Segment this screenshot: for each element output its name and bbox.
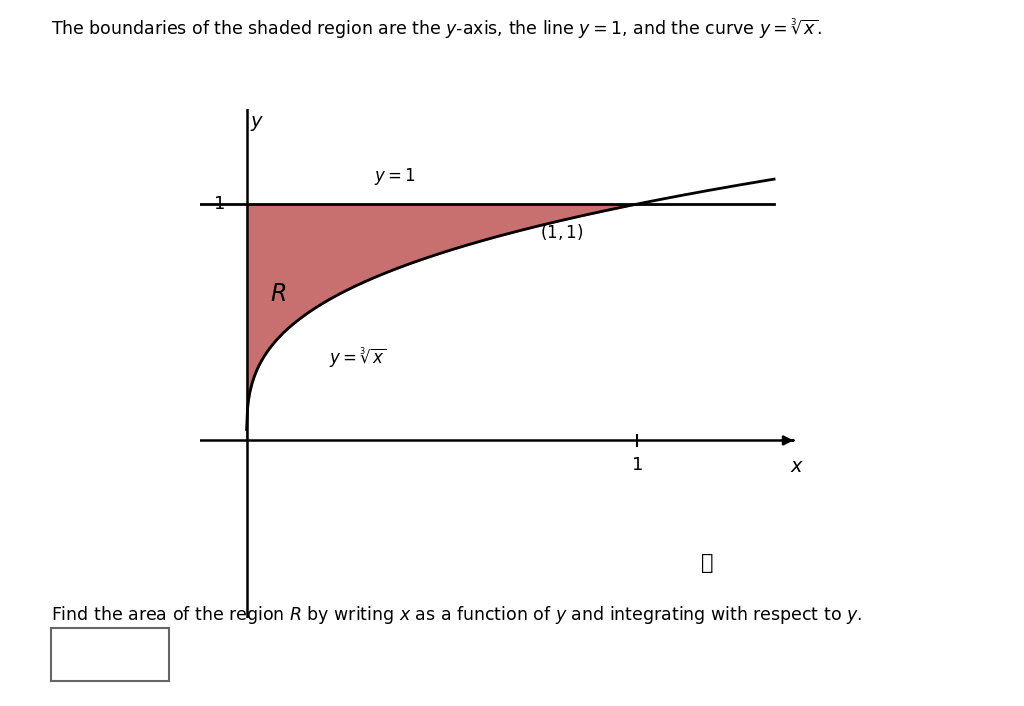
Text: $(1, 1)$: $(1, 1)$ [540, 222, 583, 242]
Text: 1: 1 [214, 195, 225, 213]
Text: $R$: $R$ [269, 282, 286, 306]
Text: The boundaries of the shaded region are the $y$-axis, the line $y = 1$, and the : The boundaries of the shaded region are … [51, 18, 822, 42]
Text: $x$: $x$ [790, 457, 804, 476]
Text: 1: 1 [632, 456, 643, 474]
Text: $y = 1$: $y = 1$ [374, 167, 416, 188]
Text: $y = \sqrt[3]{x}$: $y = \sqrt[3]{x}$ [329, 346, 386, 370]
Text: Find the area of the region $R$ by writing $x$ as a function of $y$ and integrat: Find the area of the region $R$ by writi… [51, 604, 862, 626]
Text: ⓘ: ⓘ [701, 554, 714, 573]
Text: $y$: $y$ [251, 114, 265, 133]
